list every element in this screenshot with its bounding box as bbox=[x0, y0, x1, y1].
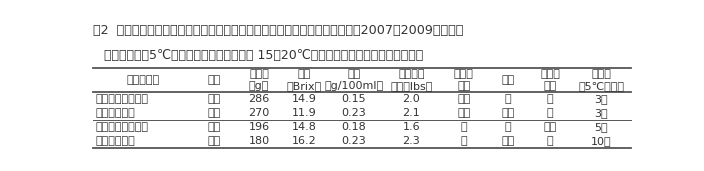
Text: 易: 易 bbox=[547, 94, 553, 104]
Text: 極多: 極多 bbox=[458, 94, 470, 104]
Text: 14.9: 14.9 bbox=[291, 94, 316, 104]
Text: ラ・フランス: ラ・フランス bbox=[96, 136, 135, 146]
Text: 3日: 3日 bbox=[595, 94, 608, 104]
Text: 180: 180 bbox=[249, 136, 270, 146]
Text: 表2  セイヨウナシ「ジェイドスイート」の果実特性（北海道農研（札幌市）2007～2009年平均）: 表2 セイヨウナシ「ジェイドスイート」の果実特性（北海道農研（札幌市）2007～… bbox=[94, 24, 464, 37]
Text: 竹粗: 竹粗 bbox=[501, 108, 515, 118]
Text: 日持ち
（5℃冷蔵）: 日持ち （5℃冷蔵） bbox=[579, 69, 624, 91]
Text: びん: びん bbox=[208, 94, 221, 104]
Text: 1.6: 1.6 bbox=[403, 122, 420, 132]
Text: ジェイドスイート: ジェイドスイート bbox=[96, 94, 149, 104]
Text: 易: 易 bbox=[547, 108, 553, 118]
Text: 2.0: 2.0 bbox=[403, 94, 420, 104]
Text: バートレット: バートレット bbox=[96, 108, 135, 118]
Text: 286: 286 bbox=[249, 94, 270, 104]
Text: 糖度
（Brix）: 糖度 （Brix） bbox=[287, 69, 322, 91]
Text: 0.23: 0.23 bbox=[341, 108, 366, 118]
Text: 果汁の
多少: 果汁の 多少 bbox=[454, 69, 474, 91]
Text: びん: びん bbox=[208, 108, 221, 118]
Text: 竹多: 竹多 bbox=[458, 108, 470, 118]
Text: 果実重
（g）: 果実重 （g） bbox=[249, 69, 270, 91]
Text: 追熟条件は5℃以下で１週間以上予冷後 15～20℃での慣行（バートレット標準）法: 追熟条件は5℃以下で１週間以上予冷後 15～20℃での慣行（バートレット標準）法 bbox=[104, 49, 424, 62]
Text: 16.2: 16.2 bbox=[291, 136, 316, 146]
Text: 196: 196 bbox=[249, 122, 270, 132]
Text: 多: 多 bbox=[460, 122, 467, 132]
Text: 0.23: 0.23 bbox=[341, 136, 366, 146]
Text: 竹難: 竹難 bbox=[543, 122, 557, 132]
Text: 酸度
（g/100ml）: 酸度 （g/100ml） bbox=[325, 69, 384, 91]
Text: 品種・系統: 品種・系統 bbox=[127, 75, 160, 85]
Text: 2.1: 2.1 bbox=[403, 108, 420, 118]
Text: 円錐: 円錐 bbox=[208, 122, 221, 132]
Text: 0.15: 0.15 bbox=[341, 94, 366, 104]
Text: 14.8: 14.8 bbox=[291, 122, 316, 132]
Text: 0.18: 0.18 bbox=[341, 122, 366, 132]
Text: 適熟時の
硬度（lbs）: 適熟時の 硬度（lbs） bbox=[390, 69, 433, 91]
Text: 肉質: 肉質 bbox=[501, 75, 515, 85]
Text: 270: 270 bbox=[249, 108, 270, 118]
Text: 密: 密 bbox=[504, 94, 511, 104]
Text: 果形: 果形 bbox=[208, 75, 221, 85]
Text: 11.9: 11.9 bbox=[291, 108, 316, 118]
Text: 倒卵: 倒卵 bbox=[208, 136, 221, 146]
Text: ブランディワイン: ブランディワイン bbox=[96, 122, 149, 132]
Text: 中: 中 bbox=[504, 122, 511, 132]
Text: 多: 多 bbox=[460, 136, 467, 146]
Text: 竹密: 竹密 bbox=[501, 136, 515, 146]
Text: 5日: 5日 bbox=[595, 122, 608, 132]
Text: 2.3: 2.3 bbox=[403, 136, 420, 146]
Text: 追熟の
難易: 追熟の 難易 bbox=[541, 69, 560, 91]
Text: 易: 易 bbox=[547, 136, 553, 146]
Text: 10日: 10日 bbox=[591, 136, 612, 146]
Text: 3日: 3日 bbox=[595, 108, 608, 118]
